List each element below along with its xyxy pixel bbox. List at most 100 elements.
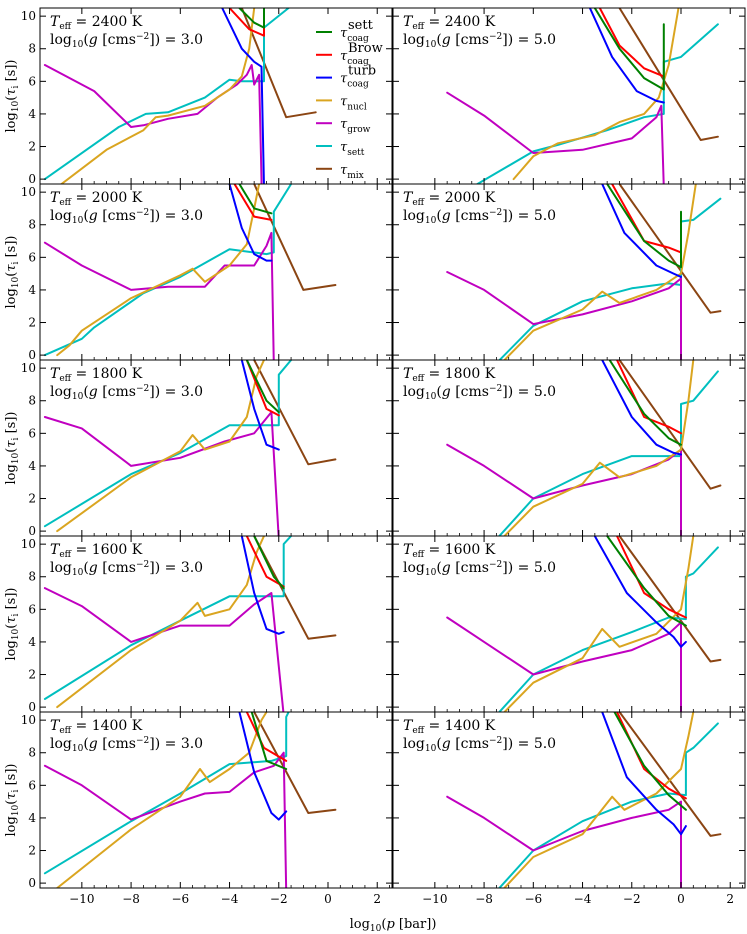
y-tick-label: 2 bbox=[28, 316, 36, 330]
panel-9-lines bbox=[446, 712, 722, 888]
panel-logg-label: log10(g [cms−2]) = 5.0 bbox=[403, 32, 556, 50]
series-line-tau-coag-turb bbox=[601, 184, 682, 278]
panel-teff-label: Teff = 2000 K bbox=[403, 190, 496, 208]
y-tick-label: 10 bbox=[21, 713, 36, 727]
panel-6-lines bbox=[43, 536, 337, 712]
legend-item-tau-nucl: τnucl bbox=[316, 94, 367, 112]
y-axis-label: log10(τi [s]) bbox=[4, 764, 21, 837]
y-tick-label: 8 bbox=[28, 218, 36, 232]
panel-8: 0 2 4 6 8 10 −10 −8 −6 −4 −2 0 2 Teff = 1400 Klog10(g… bbox=[21, 711, 393, 906]
series-line-tau-grow bbox=[43, 411, 280, 536]
series-line-tau-coag-sett bbox=[613, 712, 687, 811]
y-tick-label: 0 bbox=[28, 348, 36, 362]
panels: 0 2 4 6 8 10 Teff = 2400 K log10(g [cms−2]) = 3… bbox=[21, 7, 746, 906]
panel-logg-label: log10(g [cms−2]) = 3.0 bbox=[50, 736, 203, 754]
series-line-tau-coag-sett bbox=[238, 184, 273, 215]
y-axis-label: log10(τi [s]) bbox=[4, 588, 21, 661]
panel-teff-label: Teff = 1600 K bbox=[50, 542, 143, 560]
y-tick-label: 2 bbox=[28, 668, 36, 682]
series-line-tau-coag-brow bbox=[233, 184, 273, 221]
y-tick-label: 10 bbox=[21, 185, 36, 199]
y-axis-label: log10(τi [s]) bbox=[4, 412, 21, 485]
panel-logg-label: log10(g [cms−2]) = 5.0 bbox=[403, 560, 556, 578]
ticks bbox=[40, 712, 392, 888]
series-line-tau-coag-sett bbox=[238, 8, 265, 29]
legend-label: τmix bbox=[340, 163, 364, 181]
series-line-tau-sett bbox=[498, 722, 719, 888]
series-line-tau-sett bbox=[43, 536, 293, 700]
series-line-tau-coag-turb bbox=[588, 8, 665, 104]
series-line-tau-coag-brow bbox=[598, 8, 665, 78]
series-line-tau-coag-turb bbox=[238, 712, 288, 821]
panel-logg-label: log10(g [cms−2]) = 5.0 bbox=[403, 208, 556, 226]
series-line-tau-sett bbox=[43, 184, 293, 357]
series-line-tau-grow bbox=[446, 271, 682, 360]
panel-5-lines bbox=[446, 360, 722, 536]
y-tick-label: 0 bbox=[28, 524, 36, 538]
panel-logg-label: log10(g [cms−2]) = 3.0 bbox=[50, 560, 203, 578]
x-tick-label: −8 bbox=[122, 892, 140, 906]
series-line-tau-coag-sett bbox=[606, 536, 687, 627]
panel-7-lines bbox=[446, 536, 722, 712]
series-line-tau-mix bbox=[253, 712, 337, 814]
legend-label: τcoag bbox=[340, 26, 369, 44]
series-line-tau-grow bbox=[43, 751, 288, 888]
series-line-tau-nucl bbox=[503, 536, 695, 712]
panel-teff-label: Teff = 1400 K bbox=[403, 718, 496, 736]
series-line-tau-coag-turb bbox=[240, 536, 285, 635]
series-line-tau-nucl bbox=[503, 360, 695, 536]
series-line-tau-grow bbox=[446, 91, 665, 184]
x-tick-label: −4 bbox=[221, 892, 239, 906]
legend-sup: Brow bbox=[348, 41, 383, 56]
x-tick-label: 0 bbox=[677, 892, 685, 906]
series-line-tau-sett bbox=[43, 360, 293, 528]
panel-teff-label: Teff = 2000 K bbox=[50, 190, 143, 208]
x-tick-label: −8 bbox=[475, 892, 493, 906]
series-line-tau-nucl bbox=[503, 712, 695, 888]
legend-label: τcoag bbox=[340, 72, 369, 90]
y-tick-label: 0 bbox=[28, 172, 36, 186]
x-axis-label: log10(p [bar]) bbox=[350, 917, 437, 934]
x-tick-label: −10 bbox=[422, 892, 447, 906]
panel-teff-label: Teff = 2400 K bbox=[403, 14, 496, 32]
y-tick-label: 8 bbox=[28, 570, 36, 584]
x-tick-label: 2 bbox=[373, 892, 381, 906]
series-line-tau-grow bbox=[446, 616, 682, 712]
panel-8-lines bbox=[43, 712, 337, 888]
y-tick-label: 2 bbox=[28, 140, 36, 154]
y-tick-label: 4 bbox=[28, 811, 36, 825]
series-line-tau-coag-turb bbox=[601, 712, 687, 836]
x-tick-label: −10 bbox=[69, 892, 94, 906]
legend-sup: turb bbox=[348, 64, 376, 79]
series-line-tau-grow bbox=[43, 587, 285, 712]
legend: τcoagsettτcoagBrowτcoagturbτnuclτgrowτse… bbox=[316, 18, 383, 181]
series-line-tau-nucl bbox=[503, 184, 697, 360]
y-tick-label: 6 bbox=[28, 250, 36, 264]
series-line-tau-sett bbox=[498, 197, 722, 360]
panel-teff-label: Teff = 2400 K bbox=[50, 14, 143, 32]
series-line-tau-mix bbox=[253, 360, 337, 466]
series-line-tau-coag-brow bbox=[616, 360, 682, 435]
series-line-tau-sett bbox=[43, 8, 290, 181]
legend-item-tau-mix: τmix bbox=[316, 163, 364, 181]
series-line-tau-coag-turb bbox=[228, 184, 273, 262]
series-line-tau-mix bbox=[618, 536, 722, 663]
series-line-tau-mix bbox=[240, 8, 317, 119]
y-tick-label: 6 bbox=[28, 778, 36, 792]
series-line-tau-coag-turb bbox=[593, 536, 687, 648]
panel-logg-label: log10(g [cms−2]) = 3.0 bbox=[50, 208, 203, 226]
y-axis-label: log10(τi [s]) bbox=[4, 236, 21, 309]
legend-label: τgrow bbox=[340, 117, 371, 135]
legend-label: τnucl bbox=[340, 94, 367, 112]
x-tick-label: 2 bbox=[726, 892, 734, 906]
panel-1-lines bbox=[446, 8, 719, 184]
series-line-tau-coag-brow bbox=[611, 184, 682, 254]
x-tick-label: −2 bbox=[270, 892, 288, 906]
